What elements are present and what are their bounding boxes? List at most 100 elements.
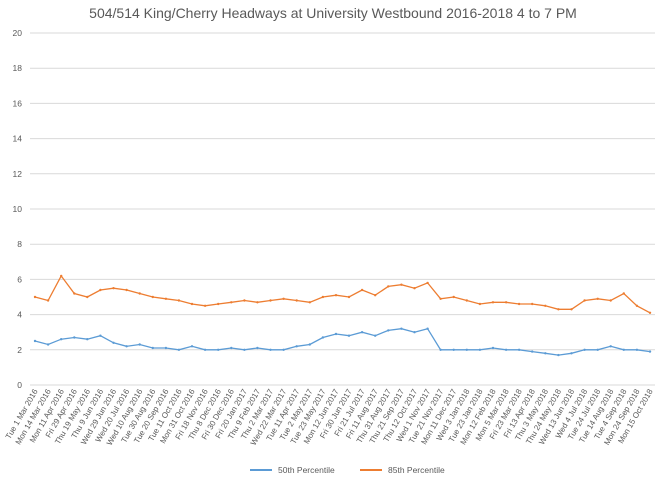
data-point <box>282 297 285 300</box>
data-point <box>60 274 63 278</box>
data-point <box>360 288 364 292</box>
data-point <box>648 311 652 314</box>
data-point <box>491 301 495 304</box>
data-point <box>112 341 115 344</box>
data-point <box>151 346 154 350</box>
data-point <box>400 327 403 330</box>
data-point <box>33 295 37 299</box>
data-point <box>452 295 455 299</box>
data-point <box>478 302 482 306</box>
data-point <box>400 283 403 286</box>
y-tick-label: 8 <box>17 239 22 249</box>
y-tick-label: 0 <box>17 380 22 390</box>
data-point <box>99 288 102 292</box>
data-point <box>73 292 76 295</box>
data-point <box>426 327 429 330</box>
data-point <box>387 329 390 332</box>
data-point <box>217 348 220 351</box>
y-tick-label: 2 <box>17 345 22 355</box>
data-point <box>426 281 429 285</box>
data-point <box>138 292 141 295</box>
data-point <box>203 304 207 307</box>
data-point <box>609 345 612 348</box>
data-point <box>360 331 364 334</box>
data-point <box>439 297 442 300</box>
series-line <box>33 327 652 357</box>
legend-label: 85th Percentile <box>388 465 445 475</box>
data-point <box>203 348 207 351</box>
data-point <box>295 345 298 348</box>
data-point <box>439 348 442 351</box>
y-tick-label: 20 <box>13 28 23 38</box>
data-point <box>504 348 508 351</box>
legend-label: 50th Percentile <box>278 465 335 475</box>
data-point <box>334 332 338 336</box>
data-point <box>609 299 612 302</box>
series-path <box>34 327 651 356</box>
data-point <box>269 299 272 302</box>
data-point <box>125 345 128 348</box>
data-point <box>243 299 246 302</box>
data-point <box>321 336 325 339</box>
data-point <box>46 343 50 346</box>
data-point <box>570 308 573 311</box>
data-point <box>334 294 338 297</box>
data-point <box>622 292 625 295</box>
data-point <box>635 304 639 307</box>
data-point <box>544 304 547 307</box>
data-point <box>387 285 390 288</box>
data-point <box>544 352 547 355</box>
data-point <box>583 299 586 302</box>
data-point <box>308 343 311 346</box>
series-path <box>34 274 651 314</box>
y-tick-label: 16 <box>13 98 23 108</box>
data-point <box>374 294 377 297</box>
chart-title: 504/514 King/Cherry Headways at Universi… <box>89 5 577 21</box>
y-tick-label: 12 <box>13 169 23 179</box>
data-point <box>517 302 521 306</box>
data-point <box>256 301 259 304</box>
legend: 50th Percentile 85th Percentile <box>250 465 445 475</box>
data-point <box>557 353 560 357</box>
data-point <box>465 299 468 302</box>
data-point <box>164 297 168 300</box>
data-point <box>46 299 50 302</box>
data-point <box>256 346 259 350</box>
data-point <box>86 295 89 299</box>
data-point <box>570 352 573 355</box>
y-tick-label: 4 <box>17 310 22 320</box>
data-point <box>177 348 181 351</box>
y-axis-ticks: 0 2 4 6 8 10 12 14 16 18 20 <box>13 28 23 390</box>
data-point <box>531 350 534 353</box>
data-point <box>531 302 534 306</box>
data-point <box>596 297 599 300</box>
data-point <box>465 348 468 351</box>
y-tick-label: 6 <box>17 274 22 284</box>
data-point <box>230 301 233 304</box>
data-point <box>125 288 128 292</box>
data-point <box>86 338 89 341</box>
data-point <box>635 348 639 351</box>
data-point <box>243 348 246 351</box>
data-point <box>217 302 220 306</box>
data-point <box>33 339 37 343</box>
y-tick-label: 14 <box>13 134 23 144</box>
series-line <box>33 274 652 314</box>
data-point <box>622 348 625 351</box>
data-point <box>73 336 76 339</box>
data-point <box>478 348 482 351</box>
data-point <box>190 302 194 306</box>
data-point <box>164 346 168 350</box>
data-point <box>282 348 285 351</box>
data-point <box>151 295 154 299</box>
data-point <box>413 331 416 334</box>
data-point <box>60 338 63 341</box>
data-point <box>99 334 102 337</box>
gridlines <box>30 32 655 386</box>
data-point <box>295 299 298 302</box>
data-point <box>112 287 115 290</box>
data-point <box>491 346 495 350</box>
data-point <box>557 308 560 311</box>
